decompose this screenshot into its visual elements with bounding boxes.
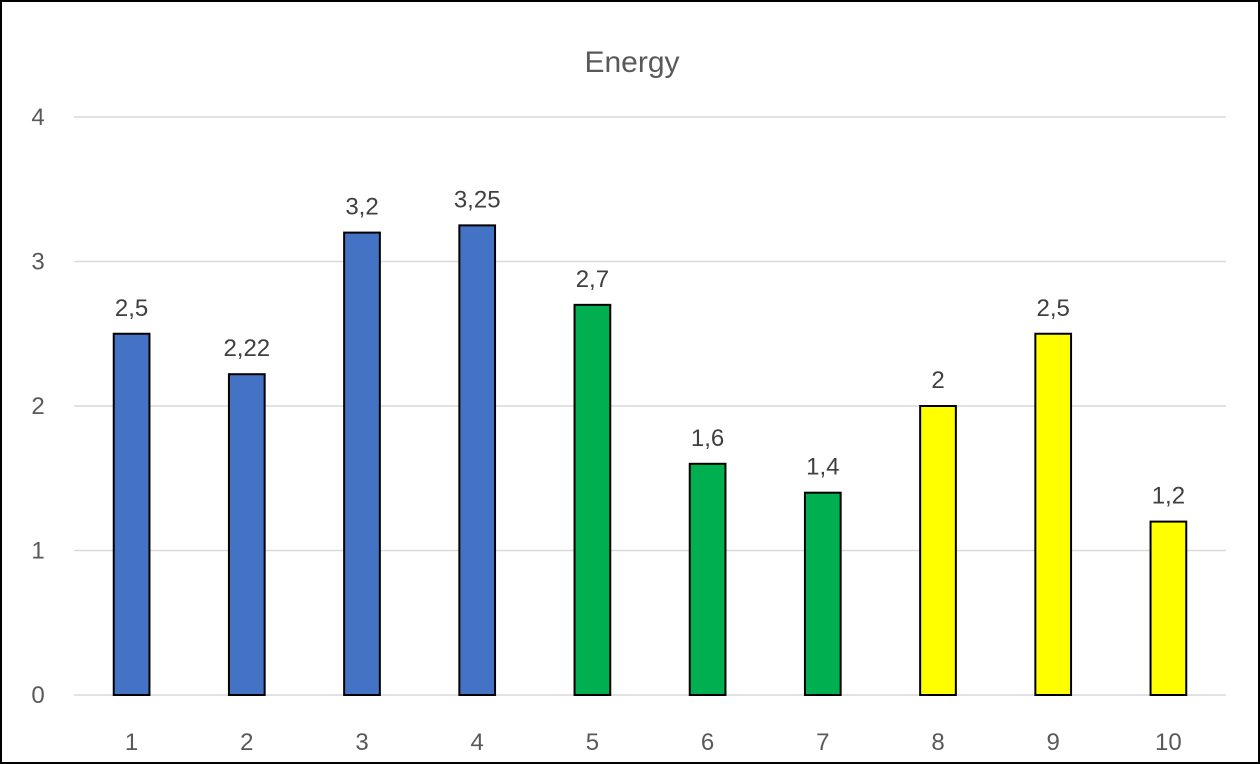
y-tick-label: 0 <box>31 682 44 709</box>
y-tick-label: 1 <box>31 538 44 565</box>
data-label: 3,2 <box>345 194 378 221</box>
x-tick-label: 6 <box>701 729 714 756</box>
data-label: 1,2 <box>1152 483 1185 510</box>
bar <box>919 405 957 696</box>
bar <box>458 224 497 696</box>
y-axis-ticks: 0 1 2 3 4 <box>31 104 44 709</box>
y-tick-label: 2 <box>31 393 44 420</box>
data-label: 2,5 <box>115 295 148 322</box>
x-tick-label: 9 <box>1047 729 1060 756</box>
x-tick-label: 10 <box>1155 729 1182 756</box>
bar <box>112 332 151 696</box>
x-axis-ticks: 1 2 3 4 5 6 7 8 9 10 <box>125 729 1182 756</box>
gridlines <box>74 116 1226 696</box>
x-tick-label: 7 <box>816 729 829 756</box>
x-tick-label: 2 <box>240 729 253 756</box>
data-label: 1,4 <box>806 454 839 481</box>
x-tick-label: 4 <box>471 729 484 756</box>
bar <box>803 491 842 697</box>
chart-title: Energy <box>584 46 679 79</box>
y-tick-label: 3 <box>31 249 44 276</box>
bars <box>112 224 1188 697</box>
data-label: 2 <box>931 367 944 394</box>
bar <box>227 373 266 696</box>
x-tick-label: 1 <box>125 729 138 756</box>
data-labels: 2,5 2,22 3,2 3,25 2,7 1,6 1,4 2 2,5 1,2 <box>115 186 1185 509</box>
data-label: 3,25 <box>454 186 501 213</box>
y-tick-label: 4 <box>31 104 44 131</box>
x-tick-label: 3 <box>355 729 368 756</box>
data-label: 1,6 <box>691 425 724 452</box>
data-label: 2,5 <box>1037 295 1070 322</box>
x-tick-label: 5 <box>586 729 599 756</box>
bar <box>1149 520 1188 696</box>
bar <box>573 303 612 696</box>
x-tick-label: 8 <box>931 729 944 756</box>
data-label: 2,22 <box>223 335 270 362</box>
bar <box>1034 332 1073 696</box>
data-label: 2,7 <box>576 266 609 293</box>
bar <box>343 231 381 696</box>
bar <box>688 462 727 696</box>
